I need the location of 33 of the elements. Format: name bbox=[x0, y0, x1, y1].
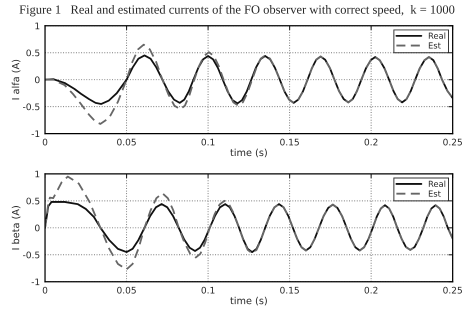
x-tick-label: 0.05 bbox=[117, 138, 136, 146]
legend-label: Est bbox=[428, 42, 441, 49]
line-series bbox=[45, 44, 453, 125]
x-axis-title: time (s) bbox=[230, 148, 267, 158]
x-tick-label: 0.1 bbox=[202, 138, 214, 146]
y-tick-label: -0.5 bbox=[22, 252, 40, 258]
legend-label: Real bbox=[428, 180, 446, 187]
x-tick-label: 0.15 bbox=[280, 286, 299, 294]
x-tick-label: 0 bbox=[42, 138, 48, 146]
x-tick-label: 0.25 bbox=[443, 286, 462, 294]
line-series bbox=[45, 176, 453, 270]
x-tick-label: 0 bbox=[42, 286, 48, 294]
y-tick-label: -1 bbox=[32, 130, 40, 138]
x-tick-label: 0.15 bbox=[280, 138, 299, 146]
y-tick-label: 1 bbox=[35, 22, 40, 30]
legend-label: Est bbox=[428, 190, 441, 197]
x-tick-label: 0.2 bbox=[364, 138, 378, 146]
x-tick-label: 0.2 bbox=[364, 286, 378, 294]
y-tick-label: 0.5 bbox=[26, 49, 40, 56]
x-tick-label: 0.25 bbox=[443, 138, 462, 146]
y-axis-title: I alfa (A) bbox=[12, 60, 20, 100]
y-tick-label: 0 bbox=[35, 76, 40, 84]
x-tick-label: 0.05 bbox=[117, 286, 136, 294]
y-tick-label: -1 bbox=[32, 278, 40, 286]
x-axis-title: time (s) bbox=[230, 296, 267, 306]
legend-label: Real bbox=[428, 32, 446, 39]
y-tick-label: 0.5 bbox=[26, 198, 40, 204]
x-tick-label: 0.1 bbox=[202, 286, 214, 294]
y-tick-label: 1 bbox=[35, 170, 40, 178]
y-tick-label: 0 bbox=[35, 224, 40, 232]
chart-title: Figure 1 Real and estimated currents of the FO observer with correct speed, k = 1000 bbox=[19, 4, 454, 16]
y-axis-title: I beta (A) bbox=[12, 206, 20, 250]
y-tick-label: -0.5 bbox=[22, 103, 40, 110]
